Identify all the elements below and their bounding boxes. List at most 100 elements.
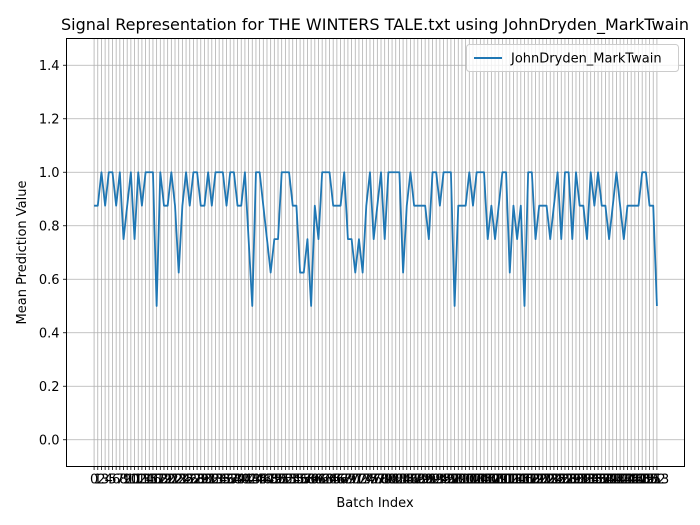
x-tick-label: 90 xyxy=(417,473,434,488)
x-tick-label: 74 xyxy=(358,473,375,488)
x-tick-label: 138 xyxy=(589,473,614,488)
x-tick-label: 12 xyxy=(130,473,147,488)
x-tick-label: 129 xyxy=(556,473,581,488)
x-tick-label: 110 xyxy=(486,473,511,488)
y-tick-label: 1.0 xyxy=(39,166,60,181)
series-line xyxy=(94,171,658,307)
y-axis-title: Mean Prediction Value xyxy=(15,181,30,325)
x-tick-label: 59 xyxy=(303,473,320,488)
y-tick-label: 0.4 xyxy=(39,326,60,341)
x-tick-label: 62 xyxy=(314,473,331,488)
x-tick-label: 150 xyxy=(633,473,658,488)
x-tick-label: 77 xyxy=(369,473,386,488)
x-tick-label: 0 xyxy=(90,473,98,488)
x-tick-label: 64 xyxy=(321,473,338,488)
x-tick-label: 91 xyxy=(421,473,438,488)
x-tick-label: 20 xyxy=(159,473,176,488)
x-tick-label: 65 xyxy=(325,473,342,488)
x-tick-label: 84 xyxy=(395,473,412,488)
x-tick-label: 120 xyxy=(523,473,548,488)
x-tick-label: 78 xyxy=(373,473,390,488)
x-tick-label: 75 xyxy=(362,473,379,488)
x-tick-label: 137 xyxy=(586,473,611,488)
x-tick-label: 68 xyxy=(336,473,353,488)
x-tick-label: 96 xyxy=(439,473,456,488)
y-tick-label: 0.8 xyxy=(39,219,60,234)
x-tick-label: 31 xyxy=(200,473,217,488)
x-tick-label: 127 xyxy=(549,473,574,488)
x-tick-label: 38 xyxy=(226,473,243,488)
x-tick-label: 95 xyxy=(435,473,452,488)
x-tick-label: 3 xyxy=(101,473,109,488)
x-tick-label: 66 xyxy=(329,473,346,488)
x-tick-label: 23 xyxy=(170,473,187,488)
x-tick-label: 36 xyxy=(218,473,235,488)
x-tick-label: 145 xyxy=(615,473,640,488)
x-tick-label: 118 xyxy=(516,473,541,488)
x-tick-label: 58 xyxy=(299,473,316,488)
x-tick-label: 83 xyxy=(391,473,408,488)
x-tick-label: 102 xyxy=(457,473,482,488)
x-tick-label: 56 xyxy=(292,473,309,488)
x-tick-label: 106 xyxy=(472,473,497,488)
x-tick-label: 93 xyxy=(428,473,445,488)
legend: JohnDryden_MarkTwain xyxy=(466,44,679,72)
x-tick-label: 103 xyxy=(461,473,486,488)
x-tick-label: 2 xyxy=(97,473,105,488)
legend-label: JohnDryden_MarkTwain xyxy=(510,52,662,67)
x-tick-label: 119 xyxy=(519,473,544,488)
x-tick-label: 109 xyxy=(483,473,508,488)
x-tick-label: 122 xyxy=(530,473,555,488)
x-tick-label: 41 xyxy=(237,473,254,488)
x-tick-label: 104 xyxy=(464,473,489,488)
x-tick-label: 37 xyxy=(222,473,239,488)
x-tick-label: 17 xyxy=(148,473,165,488)
x-tick-label: 8 xyxy=(119,473,127,488)
x-tick-label: 117 xyxy=(512,473,537,488)
x-tick-label: 53 xyxy=(281,473,298,488)
x-tick-label: 29 xyxy=(192,473,209,488)
x-tick-label: 88 xyxy=(410,473,427,488)
x-tick-label: 60 xyxy=(307,473,324,488)
x-tick-label: 33 xyxy=(207,473,224,488)
x-tick-label: 100 xyxy=(450,473,475,488)
x-tick-label: 47 xyxy=(259,473,276,488)
x-tick-label: 26 xyxy=(181,473,198,488)
x-tick-label: 18 xyxy=(152,473,169,488)
x-tick-label: 148 xyxy=(626,473,651,488)
x-tick-label: 111 xyxy=(490,473,515,488)
x-tick-label: 61 xyxy=(310,473,327,488)
x-tick-label: 99 xyxy=(450,473,467,488)
x-axis-title: Batch Index xyxy=(336,496,414,511)
x-tick-label: 136 xyxy=(582,473,607,488)
x-tick-label: 30 xyxy=(196,473,213,488)
x-tick-label: 45 xyxy=(251,473,268,488)
x-tick-label: 128 xyxy=(553,473,578,488)
x-tick-label: 94 xyxy=(432,473,449,488)
x-tick-label: 72 xyxy=(351,473,368,488)
x-tick-label: 15 xyxy=(141,473,158,488)
vertical-gridlines xyxy=(93,38,658,467)
x-tick-label: 135 xyxy=(578,473,603,488)
x-tick-label: 116 xyxy=(508,473,533,488)
y-tick-label: 0.2 xyxy=(39,380,60,395)
x-tick-label: 6 xyxy=(112,473,120,488)
x-tick-label: 70 xyxy=(343,473,360,488)
x-tick-label: 92 xyxy=(424,473,441,488)
x-tick-label: 140 xyxy=(597,473,622,488)
x-tick-label: 51 xyxy=(273,473,290,488)
legend-box xyxy=(466,44,679,72)
x-tick-label: 71 xyxy=(347,473,364,488)
x-tick-label: 39 xyxy=(229,473,246,488)
x-tick-label: 50 xyxy=(270,473,287,488)
x-tick-label: 24 xyxy=(174,473,191,488)
x-tick-label: 146 xyxy=(619,473,644,488)
x-tick-label: 81 xyxy=(384,473,401,488)
y-axis-ticks: 0.0 0.2 0.4 0.6 0.8 1.0 1.2 1.4 xyxy=(39,59,67,448)
x-tick-label: 44 xyxy=(248,473,265,488)
x-tick-label: 141 xyxy=(600,473,625,488)
x-tick-label: 43 xyxy=(244,473,261,488)
x-tick-label: 73 xyxy=(354,473,371,488)
x-tick-label: 48 xyxy=(262,473,279,488)
x-tick-label: 57 xyxy=(295,473,312,488)
